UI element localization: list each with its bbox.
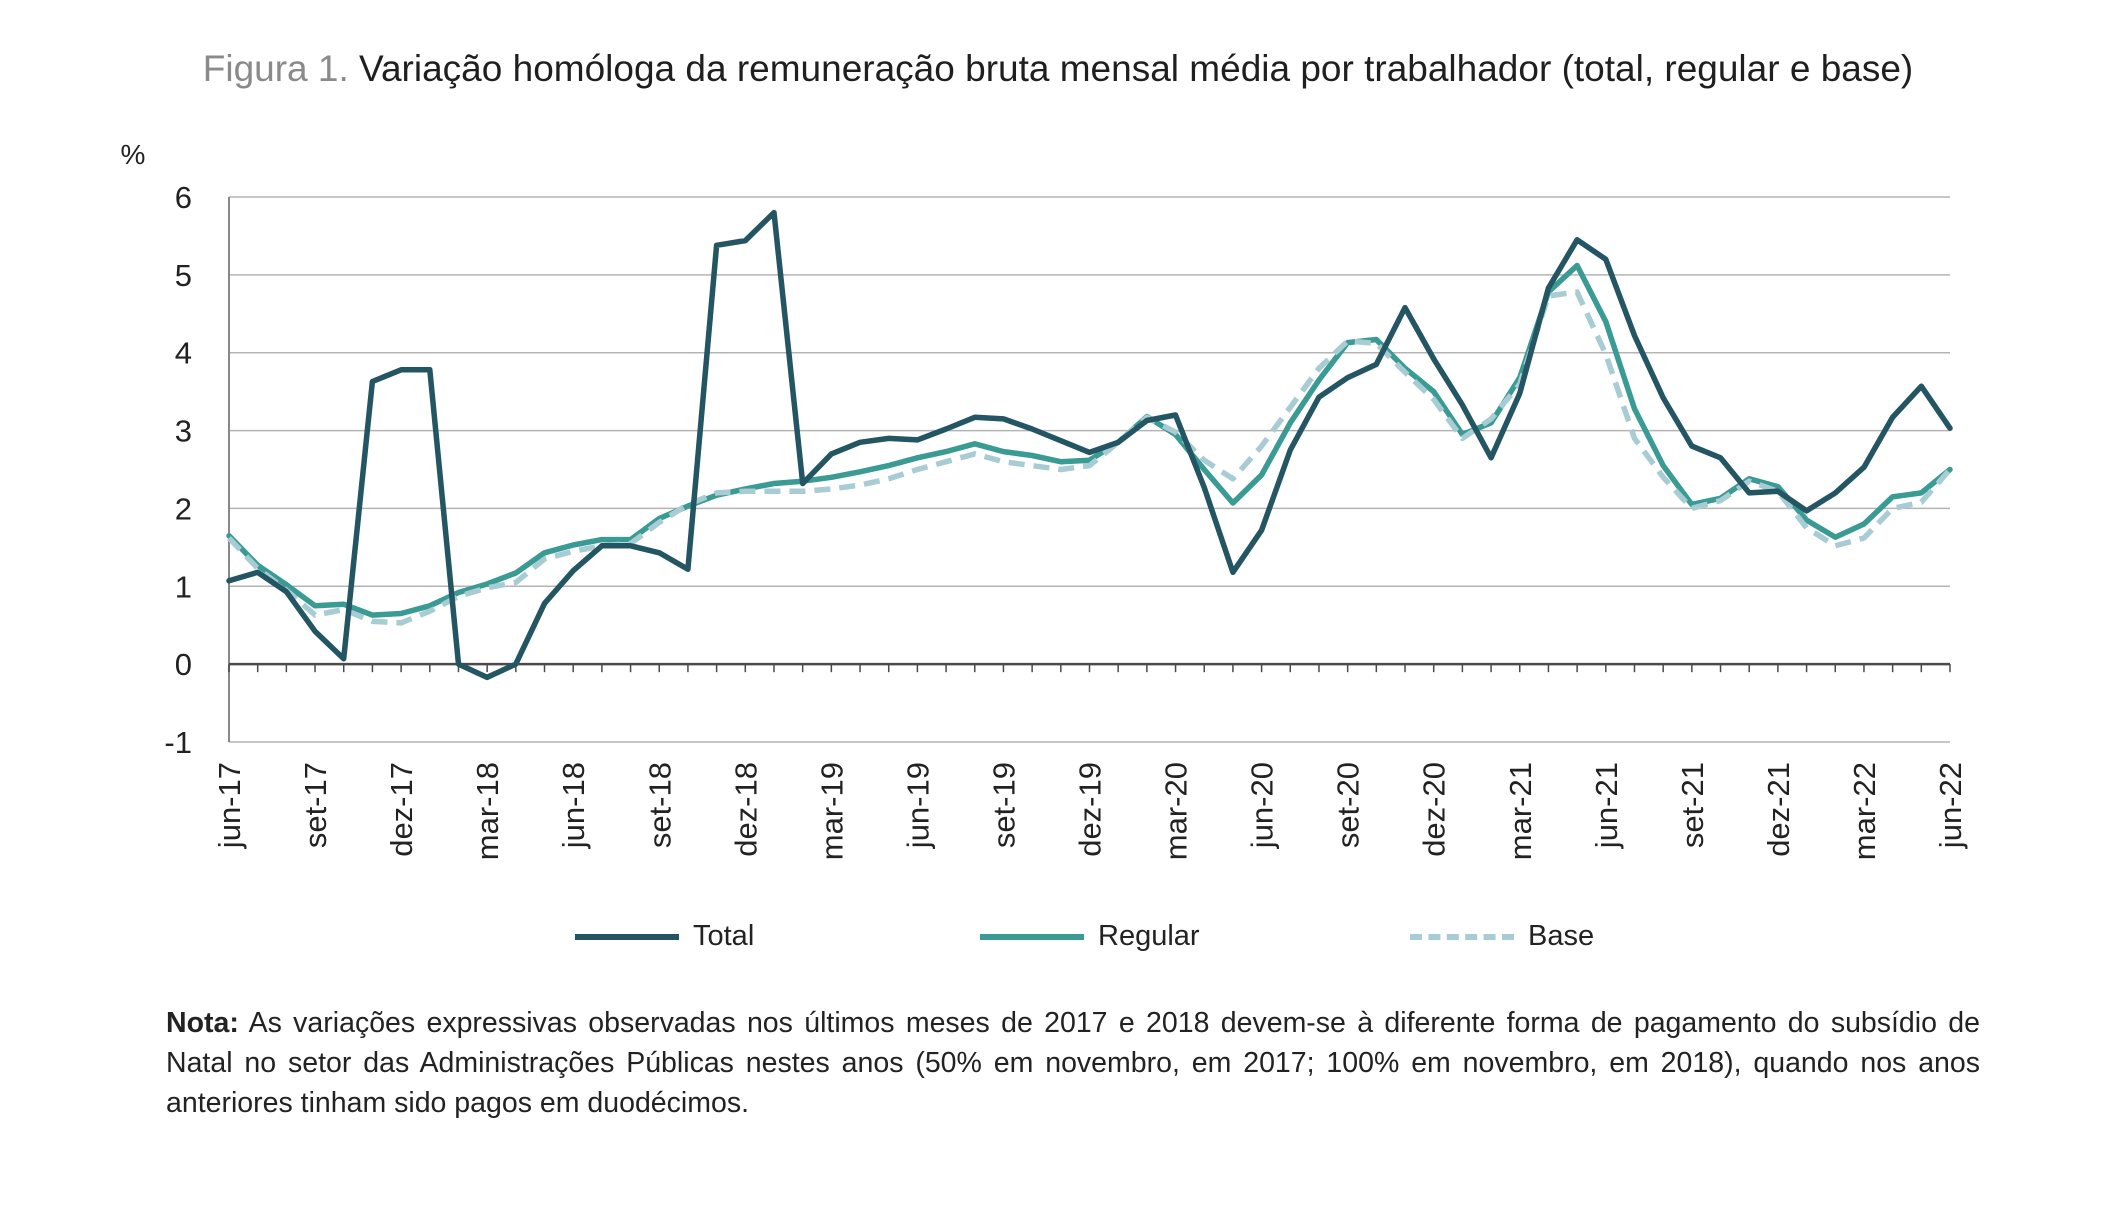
legend: Total Regular Base xyxy=(0,920,2116,970)
x-tick-label: set-18 xyxy=(642,762,677,848)
series-line-total xyxy=(226,209,1953,681)
y-tick-label: 5 xyxy=(175,258,192,293)
legend-label: Base xyxy=(1528,920,1595,952)
x-tick-label: jun-18 xyxy=(556,762,591,849)
legend-item-total: Total xyxy=(575,920,754,953)
y-tick-label: 3 xyxy=(175,414,192,449)
legend-label: Total xyxy=(693,920,755,952)
axes: -1 0 1 2 3 4 5 6 jun-17 set-17 dez-17 mar-18 jun-18 s… xyxy=(164,180,1968,860)
y-tick-label: 0 xyxy=(175,647,192,682)
x-tick-label: mar-21 xyxy=(1503,762,1538,860)
y-tick-label: -1 xyxy=(164,725,192,760)
x-tick-label: dez-20 xyxy=(1417,762,1452,857)
y-axis-label: % xyxy=(121,139,146,170)
x-tick-label: dez-17 xyxy=(384,762,419,857)
x-tick-label: jun-22 xyxy=(1933,762,1968,849)
x-tick-label: mar-18 xyxy=(470,762,505,860)
x-tick-label: jun-20 xyxy=(1245,762,1280,849)
x-tick-label: jun-21 xyxy=(1589,762,1624,849)
series-line-base xyxy=(227,289,1953,626)
x-tick-label: mar-19 xyxy=(814,762,849,860)
line-chart: -1 0 1 2 3 4 5 6 jun-17 set-17 dez-17 mar-18 jun-18 s… xyxy=(121,139,1968,860)
x-tick-label: dez-18 xyxy=(728,762,763,857)
y-tick-label: 6 xyxy=(175,180,192,215)
x-tick-label: dez-21 xyxy=(1761,762,1796,857)
legend-label: Regular xyxy=(1098,920,1200,952)
x-tick-label: mar-22 xyxy=(1847,762,1882,860)
x-tick-label: set-20 xyxy=(1331,762,1366,848)
grid-lines xyxy=(229,196,1950,743)
x-tick-label: set-17 xyxy=(298,762,333,848)
footnote-text: As variações expressivas observadas nos … xyxy=(166,1007,1980,1119)
y-tick-label: 1 xyxy=(175,569,192,604)
series-line-regular xyxy=(226,262,1953,618)
x-tick-label: mar-20 xyxy=(1159,762,1194,860)
y-tick-label: 4 xyxy=(175,336,192,371)
figure-title-text: Variação homóloga da remuneração bruta m… xyxy=(359,48,1914,89)
y-tick-label: 2 xyxy=(175,491,192,526)
x-tick-label: jun-17 xyxy=(212,762,247,849)
chart-title: Figura 1. Variação homóloga da remuneraç… xyxy=(0,48,2116,90)
legend-item-base: Base xyxy=(1410,920,1594,953)
footnote-label: Nota: xyxy=(166,1007,239,1039)
x-tick-label: set-21 xyxy=(1675,762,1710,848)
legend-swatch xyxy=(575,933,679,940)
series-lines xyxy=(226,209,1953,681)
x-tick-label: dez-19 xyxy=(1073,762,1108,857)
legend-swatch xyxy=(1410,933,1514,940)
legend-item-regular: Regular xyxy=(980,920,1200,953)
x-tick-label: jun-19 xyxy=(900,762,935,849)
figure-number: Figura 1. xyxy=(202,48,349,89)
legend-swatch xyxy=(980,933,1084,940)
footnote: Nota: As variações expressivas observada… xyxy=(166,1003,1980,1123)
x-tick-label: set-19 xyxy=(986,762,1021,848)
